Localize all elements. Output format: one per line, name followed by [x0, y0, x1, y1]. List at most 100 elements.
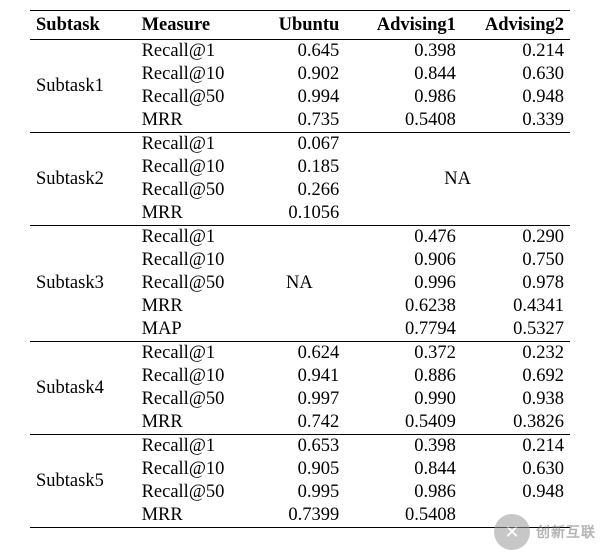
measure-cell: Recall@10 [141, 250, 225, 270]
advising2-cell: 0.232 [522, 343, 564, 363]
advising2-cell: 0.938 [522, 389, 564, 409]
advising1-cell: 0.906 [414, 250, 456, 270]
subtask-name: Subtask1 [36, 75, 104, 96]
advising1-cell: 0.996 [414, 273, 456, 293]
na-cell: NA [286, 273, 313, 293]
table-row: MRR 0.6238 0.4341 [30, 295, 570, 318]
ubuntu-cell: 0.742 [297, 412, 340, 432]
table-row: Recall@50 0.994 0.986 0.948 [30, 86, 570, 109]
ubuntu-cell: 0.266 [297, 180, 340, 200]
advising2-cell: 0.214 [522, 41, 564, 61]
subtask3-group: Subtask3 Recall@1 NA 0.476 0.290 Recall@… [30, 226, 570, 342]
table-row: Subtask5 Recall@1 0.653 0.398 0.214 [30, 435, 570, 491]
ubuntu-cell: 0.1056 [288, 203, 340, 223]
subtask4-group: Subtask4 Recall@1 0.624 0.372 0.232 Reca… [30, 342, 570, 435]
ubuntu-cell: 0.997 [297, 389, 340, 409]
measure-cell: MRR [141, 505, 183, 525]
advising1-cell: 0.986 [414, 482, 456, 502]
table-row: Recall@50 0.997 0.990 0.938 [30, 388, 570, 411]
watermark-text: 创新互联 [536, 525, 596, 541]
advising2-cell: 0.750 [522, 250, 564, 270]
advising2-cell: 0.214 [522, 436, 564, 456]
ubuntu-cell: 0.941 [297, 366, 340, 386]
advising1-cell: 0.398 [414, 436, 456, 456]
measure-cell: Recall@10 [141, 366, 225, 386]
na-cell: NA [444, 168, 471, 189]
advising2-cell: 0.5327 [513, 319, 564, 339]
measure-cell: MRR [141, 110, 183, 130]
measure-cell: Recall@1 [141, 227, 216, 247]
ubuntu-cell: 0.645 [297, 41, 340, 61]
advising1-cell: 0.372 [414, 343, 456, 363]
table-header: Subtask Measure Ubuntu Advising1 Advisin… [30, 10, 570, 40]
table-row: MRR 0.1056 [30, 202, 570, 226]
advising1-cell: 0.844 [414, 64, 456, 84]
advising2-cell: 0.948 [522, 87, 564, 107]
table-row: Recall@10 0.185 [30, 156, 570, 179]
measure-cell: Recall@1 [141, 343, 216, 363]
ubuntu-cell: 0.994 [297, 87, 340, 107]
table-row: MAP 0.7794 0.5327 [30, 318, 570, 342]
measure-cell: Recall@1 [141, 41, 216, 61]
header-advising2: Advising2 [484, 14, 564, 35]
subtask-name: Subtask4 [36, 377, 104, 398]
ubuntu-cell: 0.905 [297, 459, 340, 479]
table-row: Subtask3 Recall@1 NA 0.476 0.290 [30, 226, 570, 293]
header-subtask: Subtask [36, 14, 100, 35]
subtask-name: Subtask5 [36, 470, 104, 491]
advising1-cell: 0.476 [414, 227, 456, 247]
subtask-name: Subtask3 [36, 273, 104, 293]
measure-cell: Recall@10 [141, 64, 225, 84]
ubuntu-cell: 0.653 [297, 436, 340, 456]
table-row: Recall@50 0.996 0.978 [30, 272, 570, 295]
table-row: Recall@10 0.902 0.844 0.630 [30, 63, 570, 86]
header-advising1: Advising1 [376, 14, 456, 35]
measure-cell: MRR [141, 412, 183, 432]
table-row: Recall@50 0.995 0.986 0.948 [30, 481, 570, 504]
advising2-cell: 0.978 [522, 273, 564, 293]
ubuntu-cell: 0.995 [297, 482, 340, 502]
measure-cell: Recall@10 [141, 459, 225, 479]
subtask-name: Subtask2 [36, 168, 104, 189]
ubuntu-cell: 0.735 [297, 110, 340, 130]
advising1-cell: 0.5408 [405, 110, 456, 130]
table-row: MRR 0.7399 0.5408 [30, 504, 570, 528]
subtask1-group: Subtask1 Recall@1 0.645 0.398 0.214 Reca… [30, 40, 570, 133]
results-table: Subtask Measure Ubuntu Advising1 Advisin… [30, 10, 570, 528]
advising1-cell: 0.5408 [405, 505, 456, 525]
measure-cell: MRR [141, 296, 183, 316]
measure-cell: Recall@50 [141, 273, 225, 293]
measure-cell: MAP [141, 319, 182, 339]
table-row: Recall@10 0.941 0.886 0.692 [30, 365, 570, 388]
table-row: Recall@50 0.266 [30, 179, 570, 202]
table-row: MRR 0.742 0.5409 0.3826 [30, 411, 570, 435]
advising2-cell: 0.630 [522, 459, 564, 479]
watermark-text-block: 创新互联 [536, 522, 596, 542]
watermark: ✕ 创新互联 [494, 514, 596, 550]
table-row: Subtask1 Recall@1 0.645 0.398 0.214 [30, 40, 570, 96]
ubuntu-cell: 0.902 [297, 64, 340, 84]
table-row: Subtask4 Recall@1 0.624 0.372 0.232 [30, 342, 570, 398]
advising2-cell: 0.948 [522, 482, 564, 502]
ubuntu-cell: 0.185 [297, 157, 340, 177]
advising1-cell: 0.844 [414, 459, 456, 479]
advising2-cell: 0.4341 [513, 296, 564, 316]
measure-cell: MRR [141, 203, 183, 223]
subtask2-group: Subtask2 Recall@1 0.067 NA Recall@10 0.1… [30, 133, 570, 226]
advising1-cell: 0.6238 [405, 296, 456, 316]
table-row: Recall@10 0.906 0.750 [30, 249, 570, 272]
measure-cell: Recall@10 [141, 157, 225, 177]
table-row: MRR 0.735 0.5408 0.339 [30, 109, 570, 133]
header-ubuntu: Ubuntu [278, 14, 340, 35]
advising2-cell: 0.3826 [513, 412, 564, 432]
ubuntu-cell: 0.067 [297, 134, 340, 154]
measure-cell: Recall@50 [141, 389, 225, 409]
measure-cell: Recall@1 [141, 134, 216, 154]
header-measure: Measure [141, 14, 211, 35]
advising2-cell: 0.692 [522, 366, 564, 386]
table-row: Recall@10 0.905 0.844 0.630 [30, 458, 570, 481]
table-row: Subtask2 Recall@1 0.067 NA [30, 133, 570, 189]
subtask5-group: Subtask5 Recall@1 0.653 0.398 0.214 Reca… [30, 435, 570, 528]
advising1-cell: 0.990 [414, 389, 456, 409]
advising1-cell: 0.5409 [405, 412, 456, 432]
